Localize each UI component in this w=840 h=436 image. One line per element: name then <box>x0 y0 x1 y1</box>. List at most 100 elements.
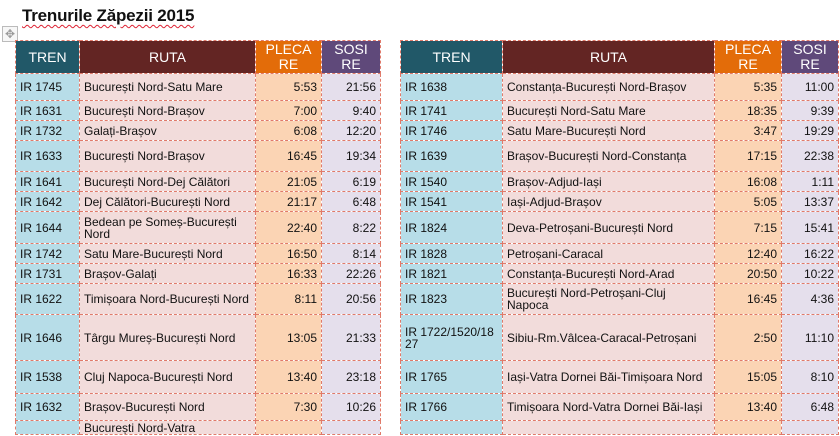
table-row: IR 1638 Constanța-București Nord-Brașov 5:… <box>400 73 839 101</box>
cell-sosi: 11:00 <box>781 73 839 101</box>
cell-sosi: 9:39 <box>781 100 839 121</box>
cell-pleca: 21:05 <box>255 171 322 192</box>
cell-ruta: București Nord-Satu Mare <box>79 73 256 101</box>
table-row: IR 1731 Brașov-Galați 16:33 22:26 <box>15 263 381 284</box>
cell-ruta: Galați-Brașov <box>79 120 256 141</box>
cell-sosi: 8:14 <box>321 243 381 264</box>
cell-pleca: 5:05 <box>714 191 782 212</box>
cell-ruta <box>502 420 715 435</box>
cell-ruta: București Nord-Brașov <box>79 100 256 121</box>
cell-pleca: 16:45 <box>255 140 322 172</box>
cell-ruta: Târgu Mureș-București Nord <box>79 314 256 361</box>
table-row: IR 1639 Brașov-București Nord-Constanța 17… <box>400 140 839 172</box>
cell-sosi: 23:18 <box>321 360 381 394</box>
cell-ruta: București Nord-Vatra <box>79 420 256 435</box>
cell-ruta: Timișoara Nord-București Nord <box>79 283 256 315</box>
cell-pleca: 21:17 <box>255 191 322 212</box>
table-row: IR 1538 Cluj Napoca-București Nord 13:40 23… <box>15 360 381 394</box>
cell-tren: IR 1541 <box>400 191 503 212</box>
cell-tren: IR 1631 <box>15 100 80 121</box>
cell-ruta: Iași-Adjud-Brașov <box>502 191 715 212</box>
cell-sosi: 6:48 <box>781 393 839 421</box>
cell-sosi: 4:36 <box>781 283 839 315</box>
cell-ruta: Dej Călători-București Nord <box>79 191 256 212</box>
table-row: București Nord-Vatra <box>15 420 381 435</box>
header-ruta: RUTA <box>79 40 256 74</box>
cell-pleca: 7:15 <box>714 211 782 244</box>
header-tren: TREN <box>15 40 80 74</box>
cell-tren: IR 1538 <box>15 360 80 394</box>
cell-sosi: 1:11 <box>781 171 839 192</box>
cell-sosi: 13:37 <box>781 191 839 212</box>
cell-ruta: Timișoara Nord-Vatra Dornei Băi-Iași <box>502 393 715 421</box>
table-row: IR 1766 Timișoara Nord-Vatra Dornei Băi-I… <box>400 393 839 421</box>
cell-ruta: Brașov-București Nord-Constanța <box>502 140 715 172</box>
cell-tren: IR 1731 <box>15 263 80 284</box>
cell-ruta: Petroșani-Caracal <box>502 243 715 264</box>
cell-tren: IR 1745 <box>15 73 80 101</box>
header-ruta: RUTA <box>502 40 715 74</box>
cell-sosi: 10:22 <box>781 263 839 284</box>
table-row: IR 1646 Târgu Mureș-București Nord 13:05 21… <box>15 314 381 361</box>
cell-pleca: 16:33 <box>255 263 322 284</box>
cell-pleca: 2:50 <box>714 314 782 361</box>
table-row: IR 1642 Dej Călători-București Nord 21:17 6… <box>15 191 381 212</box>
header-sosi: SOSI RE <box>321 40 381 74</box>
cell-pleca: 7:00 <box>255 100 322 121</box>
cell-sosi: 22:38 <box>781 140 839 172</box>
cell-pleca: 5:35 <box>714 73 782 101</box>
table-row <box>400 420 839 435</box>
cell-sosi: 21:56 <box>321 73 381 101</box>
table-row: IR 1746 Satu Mare-București Nord 3:47 19:29 <box>400 120 839 141</box>
cell-pleca: 18:35 <box>714 100 782 121</box>
cell-tren: IR 1622 <box>15 283 80 315</box>
cell-sosi <box>781 420 839 435</box>
cell-pleca: 12:40 <box>714 243 782 264</box>
cell-ruta: Constanța-București Nord-Arad <box>502 263 715 284</box>
cell-sosi: 22:26 <box>321 263 381 284</box>
cell-ruta: București Nord-Brașov <box>79 140 256 172</box>
cell-tren: IR 1742 <box>15 243 80 264</box>
cell-tren: IR 1540 <box>400 171 503 192</box>
cell-pleca: 8:11 <box>255 283 322 315</box>
cell-sosi: 20:56 <box>321 283 381 315</box>
cell-pleca: 5:53 <box>255 73 322 101</box>
page-title: Trenurile Zăpezii 2015 <box>22 6 195 25</box>
table-row: IR 1541 Iași-Adjud-Brașov 5:05 13:37 <box>400 191 839 212</box>
cell-tren: IR 1741 <box>400 100 503 121</box>
cell-ruta: Brașov-Galați <box>79 263 256 284</box>
cell-pleca: 13:40 <box>714 393 782 421</box>
cell-pleca: 6:08 <box>255 120 322 141</box>
table-row: IR 1631 București Nord-Brașov 7:00 9:40 <box>15 100 381 121</box>
cell-ruta: Satu Mare-București Nord <box>502 120 715 141</box>
cell-ruta: Bedean pe Someș-București Nord <box>79 211 256 244</box>
cell-ruta: Constanța-București Nord-Brașov <box>502 73 715 101</box>
cell-pleca: 13:40 <box>255 360 322 394</box>
cell-ruta: Sibiu-Rm.Vâlcea-Caracal-Petroșani <box>502 314 715 361</box>
cell-sosi: 6:48 <box>321 191 381 212</box>
table-row: IR 1823 București Nord-Petroșani-Cluj Nap… <box>400 283 839 315</box>
header-pleca: PLECA RE <box>255 40 322 74</box>
cell-ruta: Satu Mare-București Nord <box>79 243 256 264</box>
cell-pleca: 3:47 <box>714 120 782 141</box>
table-row: IR 1633 București Nord-Brașov 16:45 19:34 <box>15 140 381 172</box>
table-row: IR 1732 Galați-Brașov 6:08 12:20 <box>15 120 381 141</box>
timetable-left: TREN RUTA PLECA RE SOSI RE IR 1745 Bucure… <box>15 40 381 435</box>
table-row: IR 1745 București Nord-Satu Mare 5:53 21:56 <box>15 73 381 101</box>
table-move-handle-icon[interactable]: ✥ <box>2 26 18 42</box>
cell-tren: IR 1732 <box>15 120 80 141</box>
cell-sosi: 19:34 <box>321 140 381 172</box>
cell-pleca: 20:50 <box>714 263 782 284</box>
table-row: IR 1765 Iași-Vatra Dornei Băi-Timișoara N… <box>400 360 839 394</box>
cell-tren: IR 1821 <box>400 263 503 284</box>
cell-sosi: 8:22 <box>321 211 381 244</box>
cell-pleca: 16:45 <box>714 283 782 315</box>
cell-pleca: 17:15 <box>714 140 782 172</box>
table-row: IR 1828 Petroșani-Caracal 12:40 16:22 <box>400 243 839 264</box>
cell-pleca <box>714 420 782 435</box>
table-row: IR 1741 București Nord-Satu Mare 18:35 9:39 <box>400 100 839 121</box>
cell-ruta: București Nord-Petroșani-Cluj Napoca <box>502 283 715 315</box>
cell-ruta: Deva-Petroșani-București Nord <box>502 211 715 244</box>
cell-sosi: 6:19 <box>321 171 381 192</box>
header-sosi: SOSI RE <box>781 40 839 74</box>
